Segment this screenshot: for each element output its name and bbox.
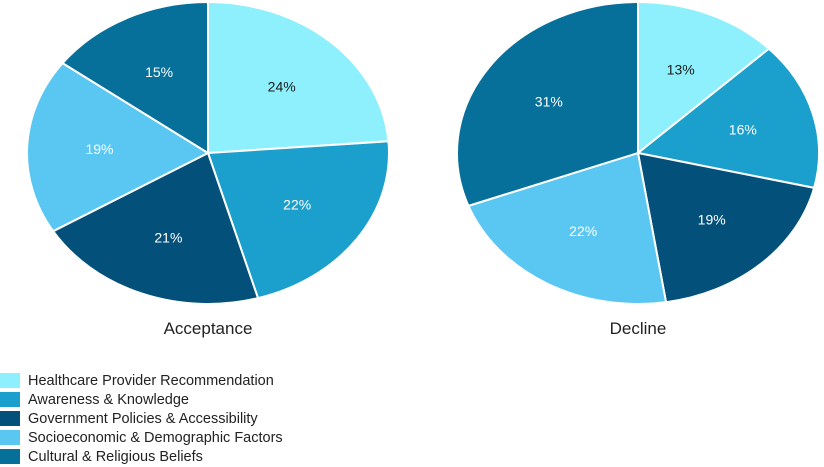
- pie-slice-label: 19%: [698, 212, 726, 228]
- pie-slice: [207, 0, 390, 155]
- chart-title-acceptance: Acceptance: [164, 319, 253, 338]
- legend-swatch: [0, 392, 20, 407]
- pie-slice: [61, 0, 209, 155]
- legend-label: Socioeconomic & Demographic Factors: [28, 429, 283, 446]
- pie-slice: [26, 61, 211, 233]
- legend-item: Government Policies & Accessibility: [0, 409, 283, 428]
- pie-slice: [51, 151, 260, 305]
- legend-swatch: [0, 373, 20, 388]
- legend-item: Cultural & Religious Beliefs: [0, 447, 283, 466]
- legend-label: Government Policies & Accessibility: [28, 410, 258, 427]
- legend-item: Awareness & Knowledge: [0, 390, 283, 409]
- legend: Healthcare Provider Recommendation Aware…: [0, 371, 283, 466]
- pie-slice-label: 22%: [283, 197, 311, 213]
- legend-swatch: [0, 449, 20, 464]
- pie-slice: [456, 0, 639, 208]
- legend-swatch: [0, 430, 20, 445]
- pie-chart-decline: 13% 16% 19% 22% 31%: [456, 0, 821, 305]
- legend-label: Awareness & Knowledge: [28, 391, 189, 408]
- pie-slice: [635, 47, 821, 190]
- pie-slice-label: 21%: [154, 229, 182, 245]
- pie-slice-label: 31%: [535, 93, 563, 109]
- pie-slice-label: 13%: [667, 62, 695, 78]
- legend-swatch: [0, 411, 20, 426]
- pie-slice-label: 22%: [569, 223, 597, 239]
- pie-slice: [636, 151, 816, 304]
- legend-item: Socioeconomic & Demographic Factors: [0, 428, 283, 447]
- pie-slice-label: 19%: [85, 141, 113, 157]
- pie-slice-label: 16%: [729, 121, 757, 137]
- pie-slice: [637, 0, 771, 156]
- pie-slice: [206, 140, 390, 300]
- pie-slice-label: 24%: [268, 79, 296, 95]
- legend-label: Cultural & Religious Beliefs: [28, 448, 203, 465]
- legend-item: Healthcare Provider Recommendation: [0, 371, 283, 390]
- pie-slice-label: 15%: [145, 64, 173, 80]
- pie-chart-acceptance: 24% 22% 21% 19% 15%: [26, 0, 390, 305]
- legend-label: Healthcare Provider Recommendation: [28, 372, 274, 389]
- chart-title-decline: Decline: [610, 319, 667, 338]
